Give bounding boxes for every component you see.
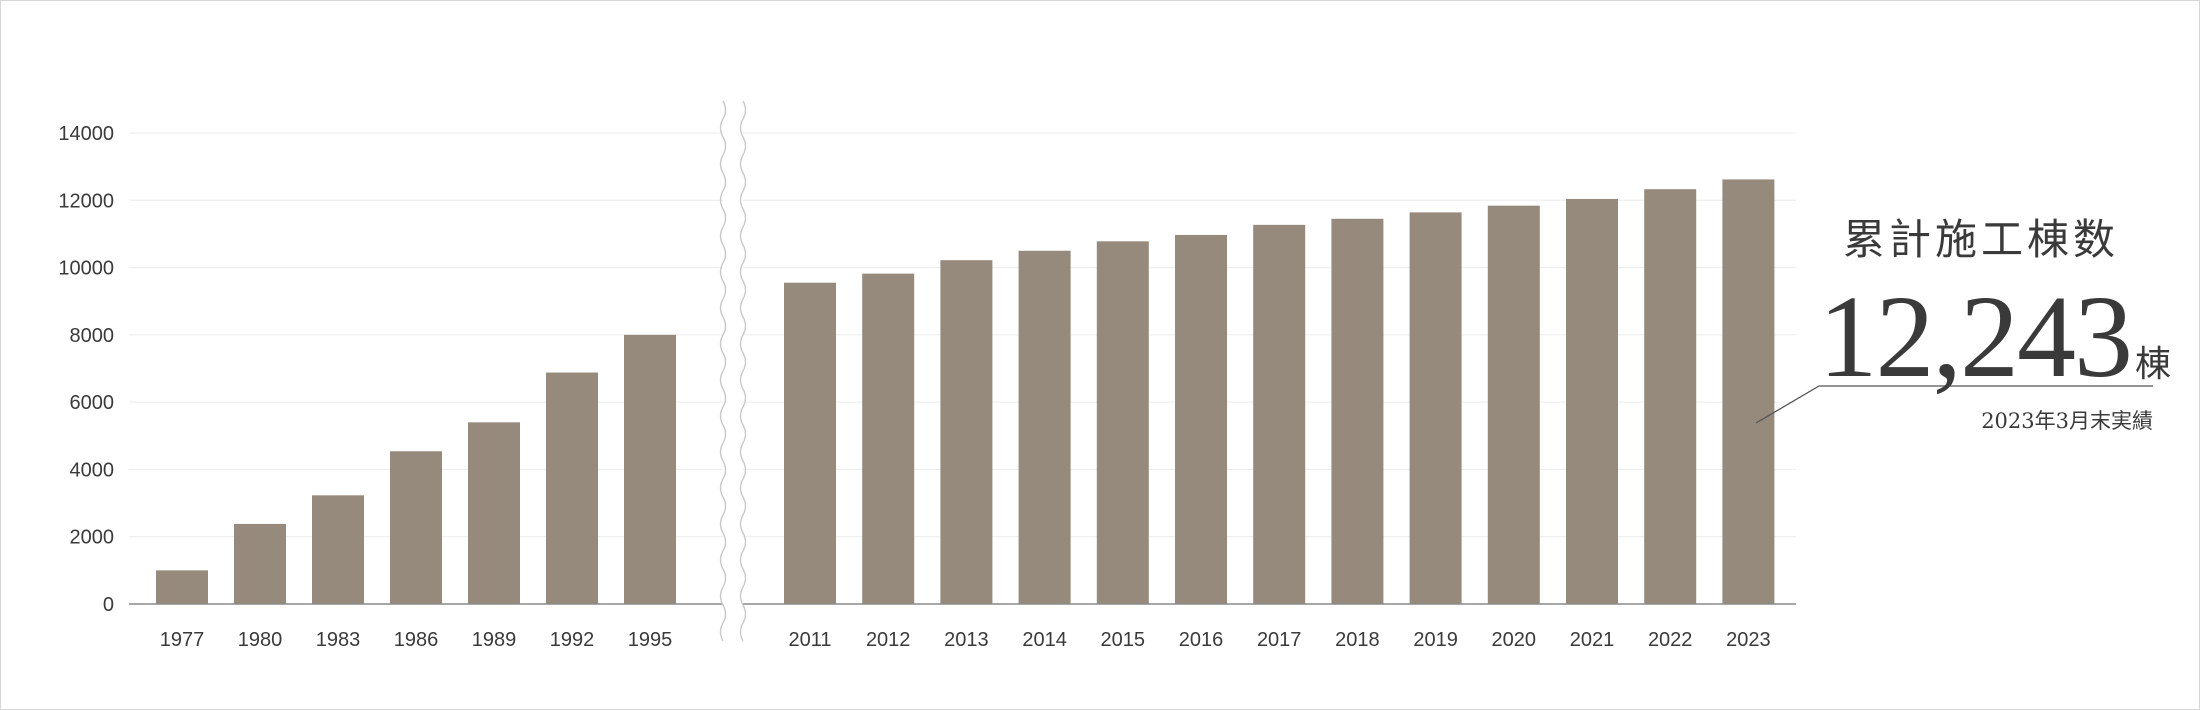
callout-unit: 棟 bbox=[2134, 344, 2171, 385]
axis-break-line bbox=[719, 100, 727, 642]
x-tick-label: 2020 bbox=[1492, 629, 1537, 651]
bar-1980 bbox=[234, 523, 286, 604]
x-tick-label: 1977 bbox=[160, 629, 205, 651]
y-axis: 0 2000 4000 6000 8000 10000 12000 14000 bbox=[58, 123, 114, 616]
bar-1992 bbox=[546, 372, 598, 604]
bar-2013 bbox=[940, 260, 993, 604]
x-tick-label: 2019 bbox=[1413, 629, 1458, 651]
x-tick-label: 1980 bbox=[238, 629, 283, 651]
x-tick-label: 1995 bbox=[628, 629, 673, 651]
bar-2016 bbox=[1175, 234, 1227, 604]
callout-note: 2023年3月末実績 bbox=[1981, 409, 2153, 433]
callout-value-group: 12,243 棟 bbox=[1811, 269, 2171, 405]
y-tick-label: 6000 bbox=[70, 392, 115, 414]
x-axis: 1977 1980 1983 1986 1989 1992 1995 2011 2012 2013… bbox=[129, 603, 1796, 651]
bar-2021 bbox=[1566, 198, 1618, 604]
x-tick-label: 2022 bbox=[1648, 629, 1693, 651]
callout-leader-line bbox=[1755, 385, 2153, 424]
bar-1989 bbox=[468, 422, 520, 604]
x-tick-label: 2013 bbox=[944, 629, 989, 651]
bar-2017 bbox=[1253, 224, 1306, 604]
bar-1986 bbox=[390, 451, 442, 604]
y-tick-label: 8000 bbox=[70, 325, 115, 347]
x-tick-label: 2021 bbox=[1570, 629, 1615, 651]
x-tick-label: 2011 bbox=[788, 629, 831, 651]
bar-1983 bbox=[312, 495, 364, 604]
bar-2011 bbox=[784, 282, 836, 604]
y-tick-label: 12000 bbox=[58, 190, 114, 212]
bar-1995 bbox=[624, 334, 676, 604]
x-tick-label: 2015 bbox=[1101, 629, 1146, 651]
x-tick-label: 1983 bbox=[316, 629, 361, 651]
x-tick-label: 1986 bbox=[394, 629, 439, 651]
y-tick-label: 10000 bbox=[58, 258, 114, 280]
y-tick-label: 4000 bbox=[70, 459, 115, 481]
bar-2015 bbox=[1096, 241, 1149, 604]
x-tick-label: 2017 bbox=[1257, 629, 1302, 651]
bar-1977 bbox=[156, 570, 208, 604]
axis-break-mark bbox=[719, 100, 747, 642]
bar-2018 bbox=[1331, 218, 1384, 604]
bar-2023 bbox=[1722, 179, 1775, 605]
bar-2020 bbox=[1487, 205, 1540, 604]
callout-value: 12,243 bbox=[1818, 271, 2132, 402]
bar-2019 bbox=[1409, 212, 1462, 604]
bar-2012 bbox=[862, 273, 915, 604]
y-tick-label: 14000 bbox=[58, 123, 114, 145]
x-tick-label: 1992 bbox=[550, 629, 595, 651]
x-tick-label: 2014 bbox=[1022, 629, 1067, 651]
bar-2014 bbox=[1018, 250, 1071, 604]
x-tick-label: 2018 bbox=[1335, 629, 1380, 651]
bar-2022 bbox=[1644, 189, 1697, 604]
y-tick-label: 0 bbox=[103, 594, 114, 616]
x-tick-label: 2023 bbox=[1726, 629, 1771, 651]
axis-break-line bbox=[739, 100, 747, 642]
callout-title: 累計施工棟数 bbox=[1842, 215, 2119, 264]
y-tick-label: 2000 bbox=[70, 527, 115, 549]
bars bbox=[156, 179, 1775, 605]
x-tick-label: 2012 bbox=[866, 629, 911, 651]
x-tick-label: 2016 bbox=[1179, 629, 1224, 651]
x-tick-label: 1989 bbox=[472, 629, 517, 651]
